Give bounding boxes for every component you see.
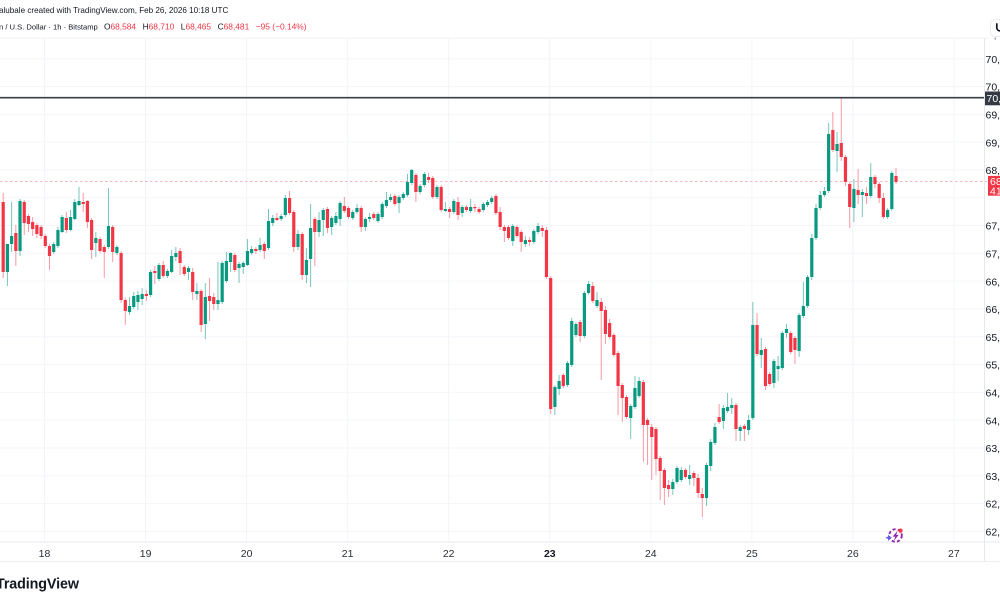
svg-text:25: 25	[746, 548, 758, 560]
svg-text:69,500: 69,500	[986, 109, 1000, 121]
svg-text:63,000: 63,000	[986, 471, 1000, 483]
svg-text:65,500: 65,500	[986, 332, 1000, 344]
svg-text:66,500: 66,500	[986, 276, 1000, 288]
svg-text:n / U.S. Dollar · 1h · Bitstam: n / U.S. Dollar · 1h · BitstampO68,584H6…	[0, 21, 307, 31]
svg-text:67,500: 67,500	[986, 221, 1000, 233]
svg-text:41:42: 41:42	[990, 186, 1000, 198]
svg-text:62,000: 62,000	[986, 526, 1000, 538]
svg-text:20: 20	[241, 548, 253, 560]
svg-text:70,500: 70,500	[986, 54, 1000, 66]
svg-text:70,094: 70,094	[987, 93, 1000, 105]
svg-text:21: 21	[342, 548, 354, 560]
svg-text:24: 24	[645, 548, 657, 560]
svg-text:69,000: 69,000	[986, 137, 1000, 149]
svg-text:66,000: 66,000	[986, 304, 1000, 316]
svg-text:67,000: 67,000	[986, 248, 1000, 260]
svg-text:19: 19	[140, 548, 152, 560]
svg-text:18: 18	[39, 548, 51, 560]
svg-text:64,500: 64,500	[986, 387, 1000, 399]
svg-text:23: 23	[544, 548, 556, 560]
svg-text:62,500: 62,500	[986, 499, 1000, 511]
svg-text:alubale created with TradingVi: alubale created with TradingView.com, Fe…	[0, 6, 228, 15]
svg-text:27: 27	[948, 548, 960, 560]
svg-text:64,000: 64,000	[986, 415, 1000, 427]
svg-text:22: 22	[443, 548, 455, 560]
svg-text:TradingView: TradingView	[0, 577, 80, 593]
svg-text:63,500: 63,500	[986, 443, 1000, 455]
svg-text:26: 26	[847, 548, 859, 560]
svg-text:65,000: 65,000	[986, 360, 1000, 372]
